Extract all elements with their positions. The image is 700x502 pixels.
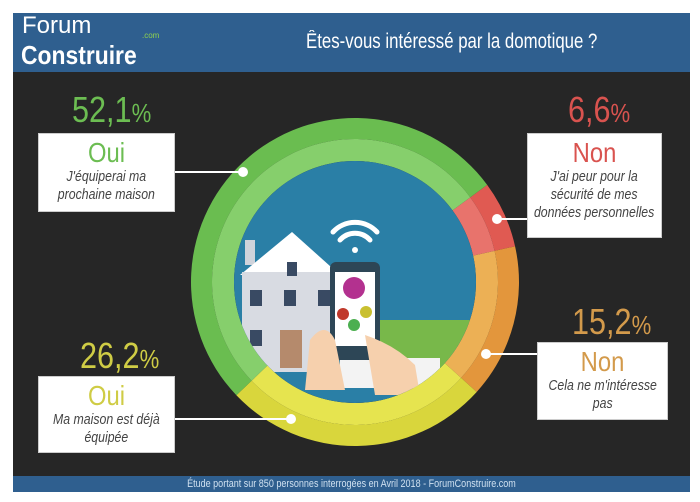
logo-construire: Construire bbox=[21, 40, 137, 70]
footer-bar bbox=[13, 476, 690, 492]
slice-yellow-inner bbox=[251, 363, 462, 426]
slice-green-inner bbox=[212, 138, 471, 381]
light-icon bbox=[360, 306, 372, 318]
answer-description: Ma maison est déjà équipée bbox=[53, 411, 160, 446]
answer-label: Oui bbox=[87, 137, 126, 168]
slice-yellow-outer bbox=[236, 377, 477, 446]
answer-description: J'ai peur pour la sécurité de mes donnée… bbox=[534, 168, 655, 221]
percent-red: 6,6% bbox=[568, 92, 641, 131]
wifi-icon bbox=[330, 219, 380, 253]
dot-red bbox=[492, 214, 502, 224]
home-icon bbox=[343, 277, 365, 299]
slice-orange-inner bbox=[444, 250, 498, 378]
house-door bbox=[280, 330, 302, 368]
dot-green bbox=[238, 167, 248, 177]
percent-sign: % bbox=[131, 98, 152, 128]
key-icon bbox=[337, 308, 349, 320]
percent-value: 6,6 bbox=[568, 89, 611, 130]
logo-com: .com bbox=[142, 31, 160, 40]
label-box-orange: Non Cela ne m'intéresse pas bbox=[537, 342, 668, 420]
percent-yellow: 26,2% bbox=[80, 338, 173, 377]
percent-sign: % bbox=[139, 344, 160, 374]
page-title: Êtes-vous intéressé par la domotique ? bbox=[306, 30, 598, 53]
percent-value: 15,2 bbox=[572, 301, 632, 342]
percent-orange: 15,2% bbox=[572, 304, 665, 343]
slice-red-inner bbox=[452, 197, 495, 256]
percent-value: 26,2 bbox=[80, 335, 140, 376]
label-box-red: Non J'ai peur pour la sécurité de mes don… bbox=[527, 133, 662, 238]
percent-green: 52,1% bbox=[72, 92, 165, 131]
footer-note: Étude portant sur 850 personnes interrog… bbox=[187, 478, 516, 490]
percent-value: 52,1 bbox=[72, 89, 132, 130]
logo-forum: Forum bbox=[22, 12, 92, 39]
header-bar bbox=[13, 13, 690, 72]
percent-sign: % bbox=[631, 310, 652, 340]
answer-label: Oui bbox=[87, 380, 126, 411]
percent-sign: % bbox=[610, 98, 631, 128]
slice-orange-outer bbox=[461, 246, 519, 392]
right-hand bbox=[365, 335, 420, 395]
answer-description: Cela ne m'intéresse pas bbox=[548, 377, 657, 412]
label-box-yellow: Oui Ma maison est déjà équipée bbox=[38, 376, 175, 453]
left-hand bbox=[305, 330, 345, 390]
answer-label: Non bbox=[572, 137, 617, 168]
bell-icon bbox=[348, 319, 360, 331]
answer-description: J'équiperai ma prochaine maison bbox=[57, 168, 156, 203]
dot-orange bbox=[481, 349, 491, 359]
dot-yellow bbox=[286, 414, 296, 424]
answer-label: Non bbox=[580, 346, 625, 377]
label-box-green: Oui J'équiperai ma prochaine maison bbox=[38, 133, 175, 212]
slice-green-outer bbox=[190, 117, 488, 396]
